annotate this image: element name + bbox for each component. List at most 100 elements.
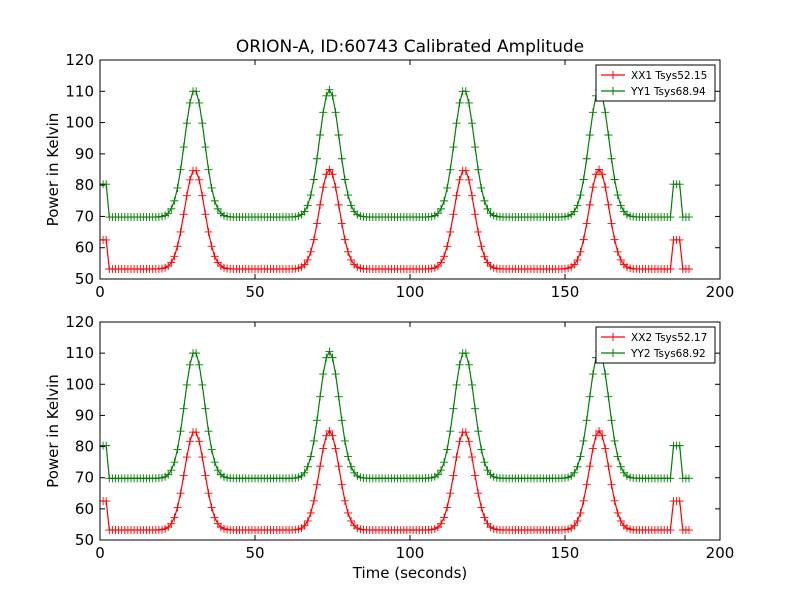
data-point-marker (483, 204, 492, 213)
y-tick-label: 80 (75, 176, 94, 194)
data-point-marker (449, 143, 458, 152)
x-tick-label: 150 (551, 283, 580, 301)
data-point-marker (309, 496, 318, 505)
data-point-marker (207, 183, 216, 192)
data-point-marker (675, 180, 684, 189)
y-tick-label: 100 (65, 375, 94, 393)
data-point-marker (464, 360, 473, 369)
data-point-marker (437, 258, 445, 267)
data-point-marker (201, 143, 210, 152)
data-point-marker (337, 480, 346, 489)
data-point-marker (179, 471, 188, 480)
data-point-marker (210, 196, 219, 205)
data-point-marker (347, 201, 356, 210)
data-point-marker (468, 191, 476, 200)
data-point-marker (306, 247, 315, 256)
data-point-marker (666, 264, 675, 273)
data-point-marker (316, 392, 325, 401)
x-tick-label: 50 (245, 283, 264, 301)
y-tick-label: 110 (65, 344, 94, 362)
data-point-marker (452, 453, 461, 462)
data-point-marker (598, 431, 607, 440)
data-point-marker (325, 427, 334, 435)
data-point-marker (601, 108, 610, 117)
data-point-marker (570, 468, 579, 477)
data-point-marker (179, 210, 188, 219)
data-point-marker (102, 180, 111, 189)
data-point-marker (347, 462, 356, 471)
legend-entry: XX2 Tsys52.17 (601, 332, 707, 344)
y-tick-label: 80 (75, 438, 94, 456)
data-point-marker (588, 370, 597, 379)
data-point-marker (328, 170, 337, 179)
data-point-marker (182, 453, 191, 462)
data-point-marker (210, 458, 219, 467)
data-point-marker (452, 380, 461, 389)
data-point-marker (319, 444, 328, 453)
legend-entry: YY1 Tsys68.94 (601, 86, 706, 98)
data-point-marker (316, 131, 325, 140)
data-point-marker (319, 108, 328, 117)
data-point-marker (449, 210, 458, 219)
legend-label: XX2 Tsys52.17 (631, 332, 707, 344)
data-point-marker (102, 235, 111, 244)
data-point-marker (601, 444, 610, 453)
data-point-marker (443, 445, 452, 454)
data-point-marker (433, 209, 442, 218)
data-point-marker (182, 191, 191, 200)
data-point-marker (604, 392, 613, 401)
data-point-marker (471, 143, 480, 152)
data-point-marker (213, 466, 222, 475)
data-point-marker (474, 227, 483, 236)
legend-entry: XX1 Tsys52.15 (601, 70, 707, 82)
data-point-marker (437, 466, 445, 475)
y-tick-label: 120 (65, 51, 94, 69)
y-tick-label: 70 (75, 469, 94, 487)
data-point-marker (449, 404, 458, 413)
data-point-marker (446, 227, 455, 236)
data-point-marker (340, 235, 349, 244)
data-point-marker (613, 452, 622, 461)
data-point-marker (433, 470, 442, 479)
data-point-marker (582, 219, 591, 228)
data-point-marker (616, 201, 625, 210)
data-point-marker (303, 255, 312, 264)
data-point-marker (344, 191, 352, 200)
data-point-marker (176, 227, 185, 236)
data-point-marker (167, 519, 176, 528)
y-tick-label: 100 (65, 114, 94, 132)
data-point-marker (300, 207, 309, 216)
data-point-marker (309, 436, 318, 445)
data-point-marker (192, 166, 201, 175)
data-point-marker (204, 427, 213, 436)
data-point-marker (576, 247, 585, 256)
plot-area (100, 347, 693, 535)
data-point-marker (474, 427, 483, 436)
legend-marker (609, 333, 617, 341)
data-point-marker (613, 508, 622, 517)
data-point-marker (685, 264, 693, 273)
data-point-marker (579, 496, 588, 505)
data-point-marker (325, 165, 334, 174)
figure-title: ORION-A, ID:60743 Calibrated Amplitude (236, 37, 584, 57)
data-point-marker (337, 219, 346, 228)
data-point-marker (613, 247, 622, 256)
series-yy2 (100, 347, 693, 483)
series-line (100, 350, 689, 479)
data-point-marker (610, 436, 619, 445)
data-point-marker (201, 404, 210, 413)
data-point-marker (344, 452, 352, 461)
data-point-marker (340, 436, 349, 445)
data-point-marker (195, 360, 204, 369)
data-point-marker (685, 526, 693, 535)
data-point-marker (303, 462, 312, 471)
data-point-marker (331, 370, 340, 379)
data-point-marker (176, 489, 185, 498)
data-point-marker (604, 131, 613, 140)
data-point-marker (316, 200, 325, 209)
data-point-marker (173, 242, 182, 251)
data-point-marker (607, 416, 616, 425)
data-point-marker (192, 428, 201, 437)
data-point-marker (198, 191, 207, 200)
